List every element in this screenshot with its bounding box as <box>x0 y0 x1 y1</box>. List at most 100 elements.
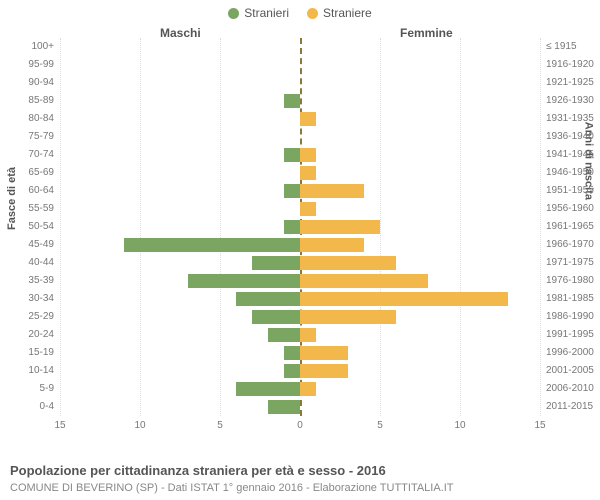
bar-male <box>284 220 300 234</box>
birth-year-label: 2011-2015 <box>546 401 600 412</box>
age-label: 20-24 <box>4 329 54 340</box>
age-label: 25-29 <box>4 311 54 322</box>
bar-female <box>300 112 316 126</box>
birth-year-label: ≤ 1915 <box>546 41 600 52</box>
age-label: 50-54 <box>4 221 54 232</box>
birth-year-label: 1946-1950 <box>546 167 600 178</box>
legend-item-female: Straniere <box>307 6 372 20</box>
x-axis: 15105051015 <box>60 420 540 434</box>
birth-year-label: 1976-1980 <box>546 275 600 286</box>
bar-male <box>236 382 300 396</box>
pyramid-row: 5-92006-2010 <box>60 380 540 398</box>
birth-year-label: 2001-2005 <box>546 365 600 376</box>
birth-year-label: 1951-1955 <box>546 185 600 196</box>
bar-female <box>300 292 508 306</box>
birth-year-label: 1991-1995 <box>546 329 600 340</box>
bar-male <box>188 274 300 288</box>
birth-year-label: 1931-1935 <box>546 113 600 124</box>
age-label: 85-89 <box>4 95 54 106</box>
birth-year-label: 2006-2010 <box>546 383 600 394</box>
legend-label-female: Straniere <box>323 6 372 20</box>
birth-year-label: 1996-2000 <box>546 347 600 358</box>
legend-item-male: Stranieri <box>228 6 289 20</box>
x-tick-label: 0 <box>297 420 303 431</box>
birth-year-label: 1936-1940 <box>546 131 600 142</box>
age-label: 40-44 <box>4 257 54 268</box>
bar-male <box>236 292 300 306</box>
bar-female <box>300 238 364 252</box>
bar-female <box>300 310 396 324</box>
bar-male <box>284 148 300 162</box>
bar-male <box>284 184 300 198</box>
chart-container: Stranieri Straniere Maschi Femmine Fasce… <box>0 0 600 500</box>
age-label: 45-49 <box>4 239 54 250</box>
pyramid-row: 55-591956-1960 <box>60 200 540 218</box>
pyramid-row: 60-641951-1955 <box>60 182 540 200</box>
pyramid-row: 0-42011-2015 <box>60 398 540 416</box>
pyramid-row: 45-491966-1970 <box>60 236 540 254</box>
pyramid-row: 90-941921-1925 <box>60 74 540 92</box>
age-label: 75-79 <box>4 131 54 142</box>
birth-year-label: 1941-1945 <box>546 149 600 160</box>
bar-female <box>300 274 428 288</box>
legend-swatch-male <box>228 8 239 19</box>
birth-year-label: 1961-1965 <box>546 221 600 232</box>
pyramid-row: 95-991916-1920 <box>60 56 540 74</box>
age-label: 100+ <box>4 41 54 52</box>
pyramid-row: 20-241991-1995 <box>60 326 540 344</box>
bar-female <box>300 220 380 234</box>
birth-year-label: 1971-1975 <box>546 257 600 268</box>
bar-male <box>284 94 300 108</box>
x-tick-label: 10 <box>134 420 145 431</box>
chart-subtitle: COMUNE DI BEVERINO (SP) - Dati ISTAT 1° … <box>10 482 454 494</box>
bar-female <box>300 382 316 396</box>
bar-female <box>300 166 316 180</box>
legend: Stranieri Straniere <box>0 0 600 20</box>
bar-female <box>300 364 348 378</box>
age-label: 80-84 <box>4 113 54 124</box>
age-label: 15-19 <box>4 347 54 358</box>
age-label: 65-69 <box>4 167 54 178</box>
age-label: 10-14 <box>4 365 54 376</box>
pyramid-row: 15-191996-2000 <box>60 344 540 362</box>
bar-female <box>300 202 316 216</box>
grid-line <box>540 38 541 416</box>
pyramid-row: 30-341981-1985 <box>60 290 540 308</box>
birth-year-label: 1966-1970 <box>546 239 600 250</box>
birth-year-label: 1981-1985 <box>546 293 600 304</box>
chart-title: Popolazione per cittadinanza straniera p… <box>10 463 386 478</box>
x-tick-label: 15 <box>534 420 545 431</box>
age-label: 70-74 <box>4 149 54 160</box>
pyramid-row: 50-541961-1965 <box>60 218 540 236</box>
age-label: 0-4 <box>4 401 54 412</box>
pyramid-row: 25-291986-1990 <box>60 308 540 326</box>
pyramid-row: 100+≤ 1915 <box>60 38 540 56</box>
bar-female <box>300 184 364 198</box>
birth-year-label: 1986-1990 <box>546 311 600 322</box>
birth-year-label: 1926-1930 <box>546 95 600 106</box>
pyramid-rows: 100+≤ 191595-991916-192090-941921-192585… <box>60 38 540 416</box>
pyramid-row: 40-441971-1975 <box>60 254 540 272</box>
legend-swatch-female <box>307 8 318 19</box>
bar-female <box>300 328 316 342</box>
bar-male <box>252 256 300 270</box>
pyramid-row: 75-791936-1940 <box>60 128 540 146</box>
x-tick-label: 10 <box>454 420 465 431</box>
birth-year-label: 1916-1920 <box>546 59 600 70</box>
bar-male <box>284 346 300 360</box>
pyramid-row: 35-391976-1980 <box>60 272 540 290</box>
bar-male <box>252 310 300 324</box>
bar-female <box>300 256 396 270</box>
legend-label-male: Stranieri <box>244 6 289 20</box>
bar-male <box>124 238 300 252</box>
bar-male <box>284 364 300 378</box>
age-label: 95-99 <box>4 59 54 70</box>
x-tick-label: 15 <box>54 420 65 431</box>
pyramid-row: 80-841931-1935 <box>60 110 540 128</box>
age-label: 35-39 <box>4 275 54 286</box>
age-label: 90-94 <box>4 77 54 88</box>
pyramid-row: 70-741941-1945 <box>60 146 540 164</box>
birth-year-label: 1956-1960 <box>546 203 600 214</box>
bar-female <box>300 148 316 162</box>
age-label: 5-9 <box>4 383 54 394</box>
